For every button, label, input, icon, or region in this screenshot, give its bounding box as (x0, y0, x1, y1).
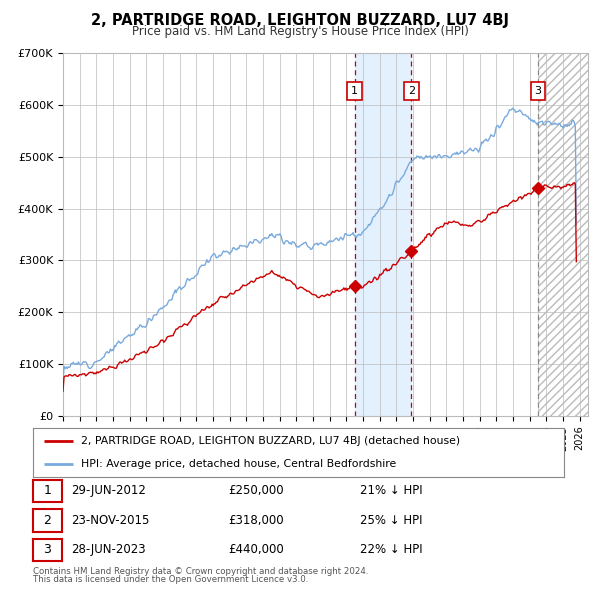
Text: 2, PARTRIDGE ROAD, LEIGHTON BUZZARD, LU7 4BJ: 2, PARTRIDGE ROAD, LEIGHTON BUZZARD, LU7… (91, 13, 509, 28)
Text: 21% ↓ HPI: 21% ↓ HPI (360, 484, 422, 497)
Text: 28-JUN-2023: 28-JUN-2023 (71, 543, 145, 556)
Text: 1: 1 (351, 86, 358, 96)
Text: This data is licensed under the Open Government Licence v3.0.: This data is licensed under the Open Gov… (33, 575, 308, 584)
Text: 2, PARTRIDGE ROAD, LEIGHTON BUZZARD, LU7 4BJ (detached house): 2, PARTRIDGE ROAD, LEIGHTON BUZZARD, LU7… (81, 437, 460, 447)
Text: £440,000: £440,000 (228, 543, 284, 556)
Bar (355, 53, 412, 416)
Bar (538, 53, 600, 416)
Text: 1: 1 (43, 484, 52, 497)
Text: £250,000: £250,000 (228, 484, 284, 497)
Text: 2: 2 (408, 86, 415, 96)
Text: 25% ↓ HPI: 25% ↓ HPI (360, 514, 422, 527)
Text: HPI: Average price, detached house, Central Bedfordshire: HPI: Average price, detached house, Cent… (81, 458, 396, 468)
Text: Contains HM Land Registry data © Crown copyright and database right 2024.: Contains HM Land Registry data © Crown c… (33, 567, 368, 576)
Text: 3: 3 (43, 543, 52, 556)
Text: £318,000: £318,000 (228, 514, 284, 527)
Text: 22% ↓ HPI: 22% ↓ HPI (360, 543, 422, 556)
Text: Price paid vs. HM Land Registry's House Price Index (HPI): Price paid vs. HM Land Registry's House … (131, 25, 469, 38)
Text: 2: 2 (43, 514, 52, 527)
Text: 23-NOV-2015: 23-NOV-2015 (71, 514, 149, 527)
Text: 29-JUN-2012: 29-JUN-2012 (71, 484, 146, 497)
Text: 3: 3 (535, 86, 541, 96)
